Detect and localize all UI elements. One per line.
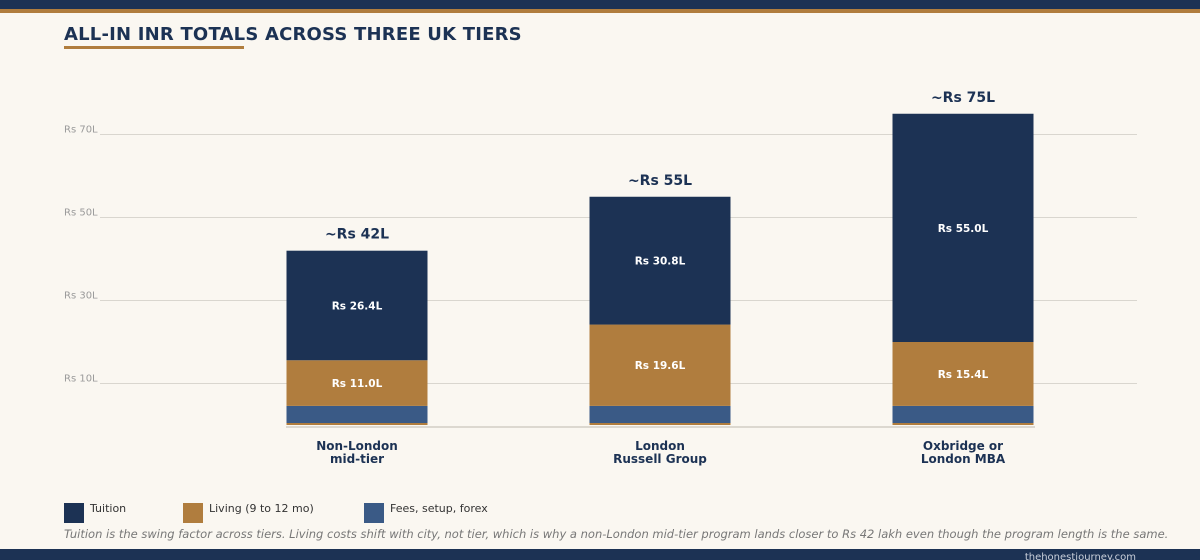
bottom-bar: thehonestjourney.com (0, 549, 1200, 560)
category-label: mid-tier (330, 452, 384, 466)
bar-base-strip (892, 423, 1034, 425)
y-tick-label: Rs 50L (64, 208, 98, 219)
bar-segment-living (286, 360, 428, 406)
data-label: Rs 26.4L (332, 300, 383, 312)
top-gold-stripe (0, 9, 1200, 13)
category-label: Non-London (316, 439, 398, 453)
legend-item-fees: Fees, setup, forex (364, 501, 488, 523)
total-label: ~Rs 42L (325, 227, 389, 243)
bar-base-strip (286, 423, 428, 425)
category-label: London MBA (921, 452, 1006, 466)
title-underline (64, 46, 244, 49)
data-label: Rs 55.0L (938, 223, 989, 235)
legend-swatch-tuition (64, 503, 84, 523)
stacked-bar-chart: Rs 10L Rs 30L Rs 50L Rs 70L Rs 11.0L Rs 26.4L… (64, 90, 1137, 466)
legend-swatch-living (183, 503, 203, 523)
bar-segment-living (589, 324, 731, 406)
bar-segment-fees (892, 405, 1034, 425)
bar-segment-living (892, 342, 1034, 406)
y-tick-label: Rs 10L (64, 374, 98, 385)
total-label: ~Rs 75L (931, 90, 995, 106)
data-label: Rs 15.4L (938, 369, 989, 381)
chart-title: ALL-IN INR TOTALS ACROSS THREE UK TIERS (64, 24, 522, 45)
category-label: Oxbridge or (923, 439, 1003, 453)
y-tick-label: Rs 30L (64, 291, 98, 302)
legend-item-living: Living (9 to 12 mo) (183, 501, 314, 523)
bar-base-strip (589, 423, 731, 425)
top-accent-bar (0, 0, 1200, 9)
source-credit: thehonestjourney.com (1024, 552, 1136, 560)
total-label: ~Rs 55L (628, 173, 692, 189)
data-label: Rs 30.8L (635, 256, 686, 268)
chart-footnote: Tuition is the swing factor across tiers… (64, 527, 1169, 541)
data-label: Rs 19.6L (635, 360, 686, 372)
legend-label-living: Living (9 to 12 mo) (209, 501, 314, 515)
legend-label-fees: Fees, setup, forex (390, 501, 488, 515)
category-label: Russell Group (613, 452, 707, 466)
data-label: Rs 11.0L (332, 378, 383, 390)
bar-segment-tuition (589, 196, 731, 325)
category-label: London (635, 439, 685, 453)
y-tick-label: Rs 70L (64, 125, 98, 136)
bar-segment-tuition (892, 113, 1034, 342)
bar-segment-fees (286, 405, 428, 425)
legend-swatch-fees (364, 503, 384, 523)
legend-item-tuition: Tuition (64, 501, 127, 523)
legend-label-tuition: Tuition (90, 501, 127, 515)
bar-segment-fees (589, 405, 731, 425)
bar-segment-tuition (286, 250, 428, 361)
